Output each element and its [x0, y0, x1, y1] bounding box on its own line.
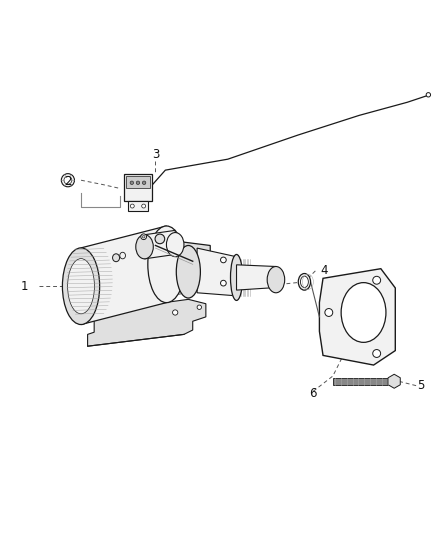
Text: 1: 1	[20, 280, 28, 293]
Ellipse shape	[62, 248, 100, 325]
Text: 2: 2	[64, 175, 72, 188]
Ellipse shape	[130, 181, 134, 184]
Ellipse shape	[267, 266, 285, 293]
Ellipse shape	[141, 234, 146, 239]
Polygon shape	[237, 265, 276, 290]
Ellipse shape	[130, 204, 134, 208]
Ellipse shape	[373, 276, 381, 284]
Ellipse shape	[325, 309, 333, 317]
Polygon shape	[162, 239, 210, 290]
Ellipse shape	[142, 181, 146, 184]
Ellipse shape	[197, 305, 201, 310]
Ellipse shape	[155, 234, 165, 244]
Polygon shape	[126, 176, 150, 188]
Ellipse shape	[173, 310, 178, 315]
Polygon shape	[145, 230, 175, 259]
Polygon shape	[124, 174, 152, 201]
Text: 4: 4	[320, 264, 328, 277]
Ellipse shape	[166, 232, 184, 257]
Text: 5: 5	[417, 379, 424, 392]
Ellipse shape	[142, 236, 145, 238]
Polygon shape	[88, 300, 206, 346]
Ellipse shape	[136, 235, 153, 259]
Polygon shape	[197, 248, 237, 296]
Ellipse shape	[373, 350, 381, 358]
Ellipse shape	[120, 252, 125, 259]
Ellipse shape	[136, 181, 140, 184]
Ellipse shape	[220, 257, 226, 263]
Polygon shape	[81, 226, 166, 325]
Ellipse shape	[113, 254, 120, 262]
Polygon shape	[388, 374, 400, 388]
Ellipse shape	[298, 273, 311, 290]
Text: 3: 3	[152, 148, 159, 161]
Ellipse shape	[176, 246, 200, 298]
Polygon shape	[333, 378, 390, 385]
Polygon shape	[128, 201, 148, 211]
Ellipse shape	[426, 93, 431, 97]
Ellipse shape	[300, 276, 308, 287]
Ellipse shape	[220, 280, 226, 286]
Ellipse shape	[230, 254, 243, 301]
Ellipse shape	[148, 226, 185, 303]
Polygon shape	[319, 269, 395, 365]
Ellipse shape	[61, 174, 74, 187]
Ellipse shape	[67, 259, 95, 314]
Ellipse shape	[64, 176, 72, 184]
Ellipse shape	[341, 282, 386, 342]
Ellipse shape	[142, 204, 145, 208]
Text: 6: 6	[309, 387, 317, 400]
